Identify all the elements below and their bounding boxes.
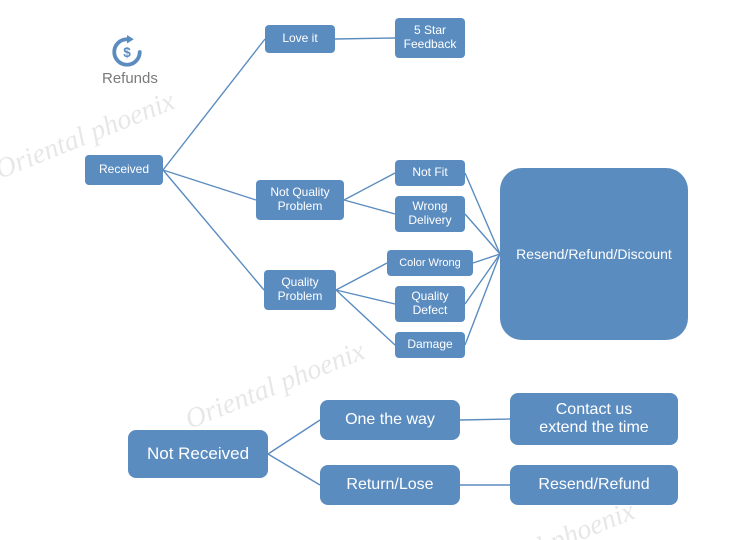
refunds-label: Refunds: [102, 70, 158, 87]
node-notreceived: Not Received: [128, 430, 268, 478]
node-resolve: Resend/Refund/Discount: [500, 168, 688, 340]
node-qualitydefect: QualityDefect: [395, 286, 465, 322]
node-wrongdelivery: WrongDelivery: [395, 196, 465, 232]
node-ontheway: One the way: [320, 400, 460, 440]
node-returnlose: Return/Lose: [320, 465, 460, 505]
node-resendrefund: Resend/Refund: [510, 465, 678, 505]
refunds-icon: $: [110, 35, 144, 69]
node-feedback: 5 StarFeedback: [395, 18, 465, 58]
node-damage: Damage: [395, 332, 465, 358]
svg-text:$: $: [123, 45, 131, 60]
node-contact: Contact usextend the time: [510, 393, 678, 445]
node-received: Received: [85, 155, 163, 185]
node-quality: QualityProblem: [264, 270, 336, 310]
node-notquality: Not QualityProblem: [256, 180, 344, 220]
flowchart-canvas: $ Refunds Received Love it 5 StarFeedback N…: [0, 0, 740, 540]
node-colorwrong: Color Wrong: [387, 250, 473, 276]
node-notfit: Not Fit: [395, 160, 465, 186]
node-loveit: Love it: [265, 25, 335, 53]
